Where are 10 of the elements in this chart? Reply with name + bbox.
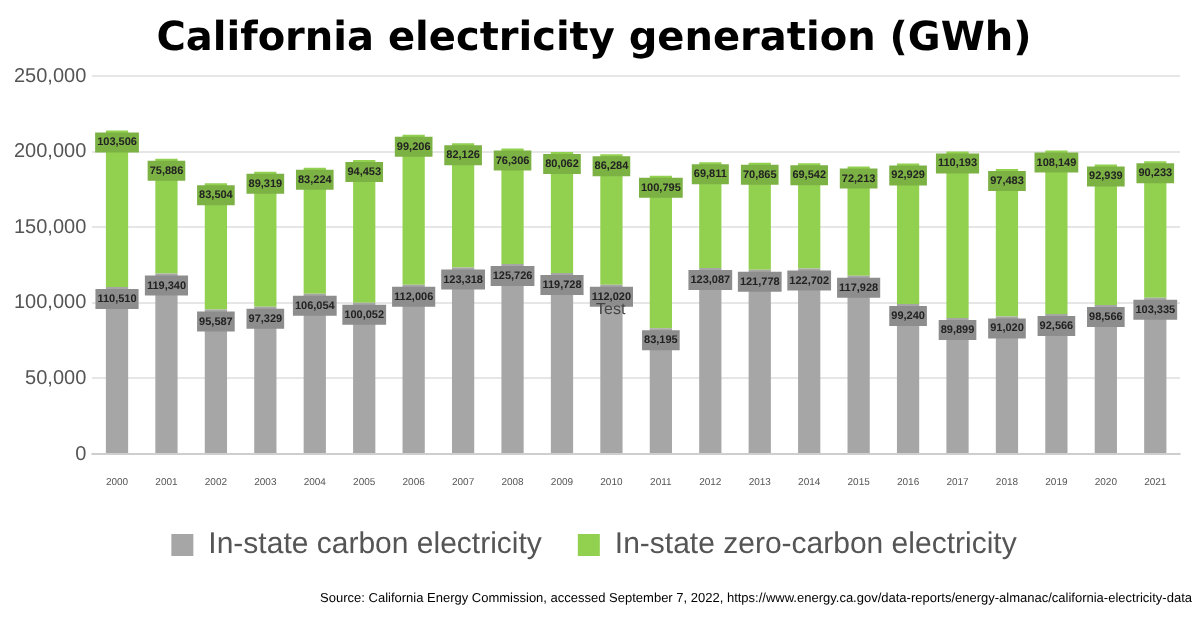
legend-label: In-state zero-carbon electricity (614, 527, 1018, 562)
chart-title: California electricity generation (GWh) (156, 12, 1032, 61)
y-tick-label: 50,000 (25, 367, 88, 390)
y-tick-label: 250,000 (13, 65, 88, 88)
y-tick-label: 150,000 (13, 216, 88, 239)
y-tick-label: 200,000 (13, 141, 88, 164)
legend-label: In-state carbon electricity (208, 527, 543, 562)
y-tick-label: 0 (75, 443, 88, 466)
y-tick-label: 100,000 (13, 292, 88, 315)
annotation: Test (596, 300, 626, 318)
